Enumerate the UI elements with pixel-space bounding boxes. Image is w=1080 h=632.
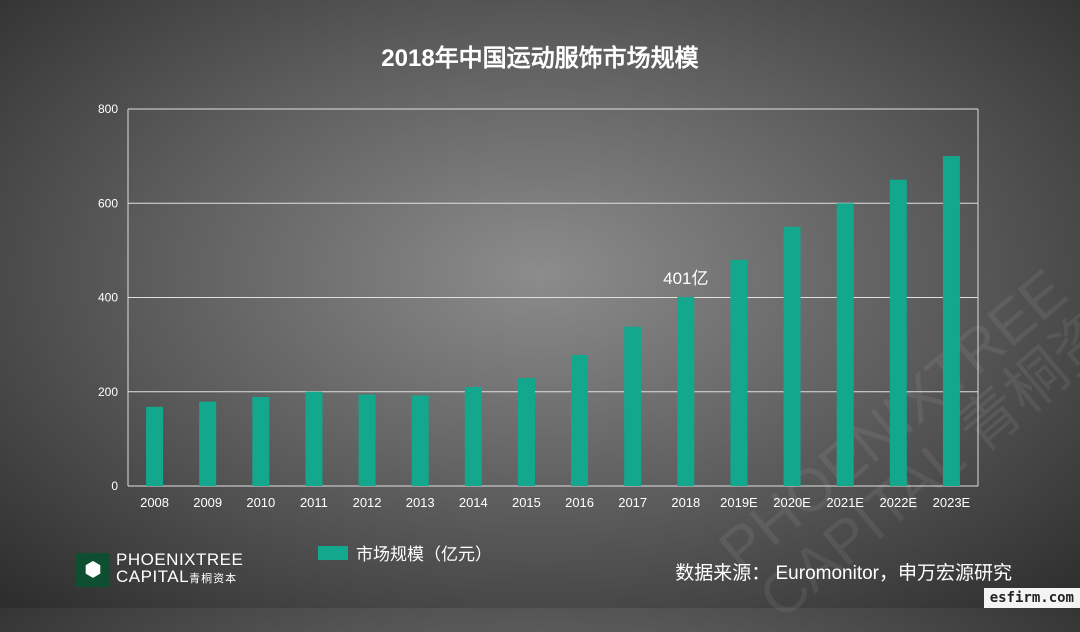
bar — [571, 354, 589, 486]
bar — [889, 179, 907, 486]
chart-title: 2018年中国运动服饰市场规模 — [381, 45, 699, 72]
site-watermark: esfirm.com — [983, 588, 1080, 608]
x-tick-label: 2022E — [880, 495, 918, 510]
legend-label: 市场规模（亿元） — [356, 545, 492, 564]
logo-line1: PHOENIXTREE — [116, 550, 244, 569]
x-tick-label: 2017 — [618, 495, 647, 510]
legend: 市场规模（亿元） — [318, 540, 492, 565]
x-tick-label: 2013 — [406, 495, 435, 510]
x-tick-label: 2014 — [459, 495, 488, 510]
x-tick-label: 2016 — [565, 495, 594, 510]
bar — [146, 406, 164, 486]
bar — [517, 378, 535, 486]
bar — [464, 387, 482, 486]
bar — [252, 396, 270, 486]
legend-swatch — [318, 545, 348, 560]
bar — [836, 203, 854, 486]
x-tick-label: 2011 — [300, 495, 328, 510]
y-tick-label: 200 — [98, 385, 118, 399]
x-tick-label: 2021E — [826, 495, 864, 510]
y-tick-label: 600 — [98, 196, 118, 210]
logo-cn: 青桐资本 — [189, 573, 238, 585]
bar — [942, 156, 960, 486]
logo-line2: CAPITAL — [116, 567, 190, 586]
bar — [783, 226, 801, 486]
company-logo: ⬢ PHOENIXTREE CAPITAL青桐资本 — [76, 551, 243, 588]
bar — [358, 394, 376, 486]
bar — [730, 259, 748, 486]
x-tick-label: 2012 — [353, 495, 382, 510]
bar — [677, 297, 695, 486]
y-tick-label: 400 — [98, 291, 118, 305]
x-tick-label: 2023E — [933, 495, 971, 510]
bar — [411, 395, 429, 486]
bar — [199, 401, 217, 486]
x-tick-label: 2019E — [720, 495, 758, 510]
y-tick-label: 800 — [98, 102, 118, 116]
cube-logo-icon: ⬢ — [76, 552, 110, 587]
data-source: 数据来源： Euromonitor，申万宏源研究 — [675, 563, 1012, 584]
data-label: 401亿 — [663, 269, 708, 288]
x-tick-label: 2009 — [193, 495, 222, 510]
x-tick-label: 2018 — [671, 495, 700, 510]
x-tick-label: 2020E — [773, 495, 811, 510]
x-tick-label: 2008 — [140, 495, 169, 510]
x-tick-label: 2010 — [246, 495, 275, 510]
bar — [305, 391, 323, 486]
bar — [624, 326, 642, 486]
x-tick-label: 2015 — [512, 495, 541, 510]
bar-chart: 0 200 400 600 800 2008 2009 2010 2011 2012 2013 201… — [98, 102, 979, 510]
y-tick-label: 0 — [111, 479, 118, 493]
